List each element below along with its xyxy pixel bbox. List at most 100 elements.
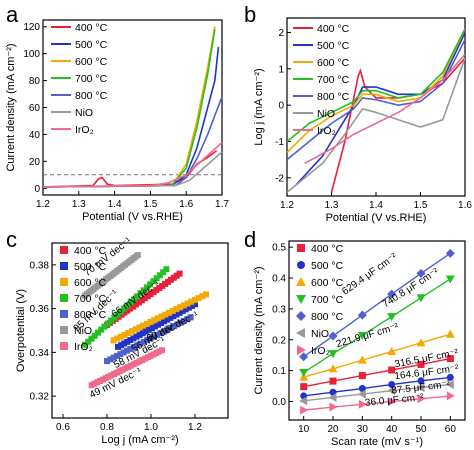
fit-line (303, 252, 451, 358)
data-point (130, 296, 137, 303)
series-2 (299, 329, 455, 381)
x-tick-label: 1.3 (325, 200, 339, 211)
legend-label: 600 °C (75, 56, 108, 68)
data-point (134, 342, 141, 349)
marker-triangle-right (417, 394, 426, 404)
panel-letter: b (244, 2, 256, 27)
data-point (159, 347, 165, 354)
data-point (118, 342, 125, 349)
marker-triangle-right (300, 405, 309, 415)
x-tick-label: 0.6 (56, 422, 70, 433)
legend-label: 700 °C (317, 74, 350, 86)
series-6 (88, 347, 165, 389)
data-point (155, 321, 162, 328)
marker-square (60, 326, 68, 334)
data-point (167, 314, 174, 321)
data-point (111, 314, 118, 321)
data-point (110, 354, 117, 361)
marker-square (388, 366, 396, 374)
data-point (140, 287, 147, 294)
plot-frame (288, 240, 466, 421)
marker-circle (417, 377, 425, 385)
y-tick-label: 0.5 (272, 243, 286, 254)
legend-label: IrO₂ (311, 345, 330, 357)
legend-label: 400 °C (311, 243, 344, 255)
y-tick-label: 100 (23, 49, 40, 60)
marker-diamond (445, 248, 455, 258)
y-tick-label: 0.2 (272, 335, 286, 346)
data-point (176, 270, 183, 277)
y-tick-label: 2 (278, 28, 284, 39)
series-line-6 (304, 53, 465, 165)
data-point (185, 304, 192, 311)
x-tick-label: 1.6 (458, 200, 472, 211)
data-point (160, 328, 167, 335)
legend: 400 °C 500 °C 600 °C 700 °C 800 °C NiO IrO₂ (51, 22, 108, 136)
fit-line (303, 376, 451, 397)
x-tick-label: 1.0 (144, 422, 158, 433)
y-tick-label: 120 (23, 22, 40, 33)
data-point (88, 335, 95, 342)
data-point (104, 358, 110, 365)
series-3 (82, 266, 170, 348)
marker-triangle-left (357, 389, 366, 399)
data-point (121, 340, 128, 347)
series-1 (115, 301, 198, 350)
panel-letter: a (6, 2, 19, 27)
series-line-2 (287, 28, 465, 153)
data-point (188, 302, 195, 309)
marker-triangle-up (328, 364, 338, 373)
marker-square (60, 278, 68, 286)
data-point (180, 317, 187, 324)
marker-triangle-left (296, 328, 305, 338)
data-point (134, 252, 141, 259)
y-tick-label: 40 (29, 130, 41, 141)
x-tick-label: 1.7 (215, 199, 229, 210)
panel-d: d 10 20 30 40 50 60 0.0 0.1 0.2 0.3 0.4 0.5 Scan rate… (244, 227, 466, 448)
data-point (130, 344, 137, 351)
data-point (101, 323, 108, 330)
data-point (147, 335, 154, 342)
data-point (117, 351, 124, 358)
data-point (117, 308, 124, 315)
data-point (137, 290, 144, 297)
legend-label: 800 °C (74, 309, 107, 321)
data-point (110, 337, 117, 344)
series-4 (299, 248, 455, 362)
plot-frame (51, 242, 229, 419)
legend-label: 600 °C (317, 57, 350, 69)
data-point (184, 300, 191, 307)
plot-frame (286, 17, 466, 197)
capacitance-label: 36.0 μF cm⁻² (365, 392, 425, 409)
x-tick-label: 30 (357, 424, 369, 435)
legend-label: 400 °C (74, 245, 107, 257)
data-point (142, 328, 149, 335)
marker-diamond (328, 331, 338, 341)
marker-triangle-right (329, 402, 338, 412)
series-0 (300, 355, 454, 391)
data-point (91, 332, 98, 339)
data-point (147, 318, 154, 325)
data-point (143, 284, 150, 291)
series-5 (82, 252, 141, 299)
x-axis-label: Potential (V vs.RHE) (326, 212, 427, 224)
legend-label: IrO₂ (74, 341, 93, 353)
y-tick-label: 0 (278, 101, 284, 112)
data-point (169, 307, 176, 314)
marker-triangle-up (296, 277, 306, 286)
data-point (154, 331, 161, 338)
data-point (158, 313, 165, 320)
legend-label: NiO (311, 328, 329, 340)
panel-letter: d (244, 227, 256, 252)
marker-square (417, 360, 425, 368)
y-axis-label: Log j (mA cm⁻²) (253, 68, 265, 145)
x-axis-label: Potential (V vs.RHE) (82, 211, 183, 223)
legend-label: 800 °C (317, 91, 350, 103)
data-point (130, 335, 137, 342)
marker-circle (446, 373, 454, 381)
data-point (182, 306, 189, 313)
marker-diamond (357, 310, 367, 320)
series-6 (300, 391, 455, 415)
x-tick-label: 1.3 (72, 199, 86, 210)
data-point (136, 324, 143, 331)
